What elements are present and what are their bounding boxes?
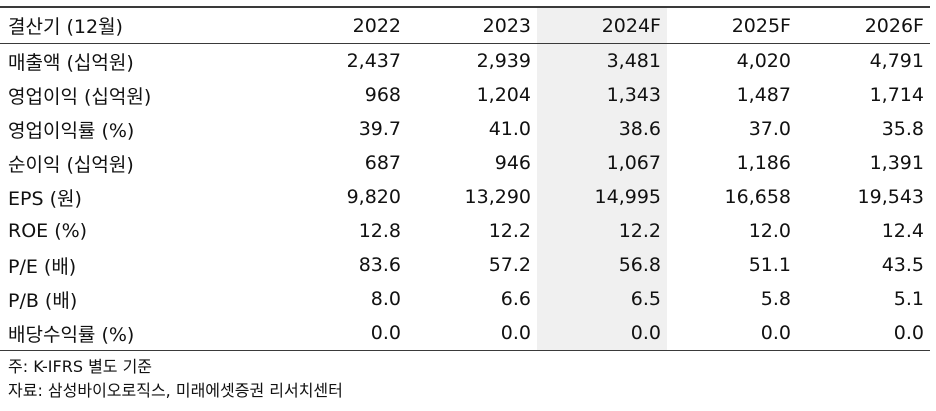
table-row-pe: P/E (배) 83.6 57.2 56.8 51.1 43.5 — [0, 248, 930, 282]
table-row-net-income: 순이익 (십억원) 687 946 1,067 1,186 1,391 — [0, 146, 930, 180]
table-row-operating-profit: 영업이익 (십억원) 968 1,204 1,343 1,487 1,714 — [0, 78, 930, 112]
table-cell: 16,658 — [724, 186, 791, 208]
table-cell: 1,343 — [537, 78, 667, 112]
table-header-row: 결산기 (12월) 2022 2023 2024F 2025F 2026F — [0, 7, 930, 44]
table-cell: 6.6 — [500, 288, 531, 310]
table-cell: 4,791 — [869, 50, 924, 72]
table-cell: 56.8 — [537, 248, 667, 282]
row-label: P/B (배) — [8, 289, 78, 312]
table-cell: 37.0 — [748, 118, 791, 140]
row-label: 배당수익률 (%) — [0, 316, 284, 351]
table-cell: 12.8 — [358, 220, 401, 242]
table-row-roe: ROE (%) 12.8 12.2 12.2 12.0 12.4 — [0, 214, 930, 248]
table-cell: 35.8 — [881, 118, 924, 140]
table-cell: 5.8 — [760, 288, 791, 310]
table-cell: 13,290 — [464, 186, 531, 208]
table-cell: 9,820 — [346, 186, 401, 208]
table-row-pb: P/B (배) 8.0 6.6 6.5 5.8 5.1 — [0, 282, 930, 316]
table-cell: 5.1 — [893, 288, 924, 310]
header-2023: 2023 — [482, 14, 531, 37]
header-2025f: 2025F — [731, 14, 791, 37]
source-note: 자료: 삼성바이오로직스, 미래에셋증권 리서치센터 — [8, 381, 343, 400]
table-cell: 0.0 — [407, 316, 537, 351]
table-row-revenue: 매출액 (십억원) 2,437 2,939 3,481 4,020 4,791 — [0, 43, 930, 78]
table-cell: 57.2 — [488, 254, 531, 276]
table-cell: 12.4 — [881, 220, 924, 242]
table-cell: 1,391 — [869, 152, 924, 174]
table-cell: 0.0 — [537, 316, 667, 351]
table-cell: 12.2 — [537, 214, 667, 248]
table-cell: 1,487 — [736, 84, 791, 106]
table-cell: 1,204 — [476, 84, 531, 106]
row-label: 영업이익률 (%) — [8, 119, 135, 142]
table-cell: 687 — [364, 152, 401, 174]
table-cell: 946 — [494, 152, 531, 174]
table-cell: 0.0 — [667, 316, 797, 351]
footnotes: 주: K-IFRS 별도 기준 자료: 삼성바이오로직스, 미래에셋증권 리서치… — [8, 355, 343, 403]
table-cell: 12.0 — [748, 220, 791, 242]
basis-note: 주: K-IFRS 별도 기준 — [8, 357, 153, 376]
table-cell: 6.5 — [537, 282, 667, 316]
table-cell: 19,543 — [857, 186, 924, 208]
table-cell: 0.0 — [284, 316, 407, 351]
row-label: 영업이익 (십억원) — [8, 85, 152, 108]
table-cell: 1,067 — [537, 146, 667, 180]
table-cell: 14,995 — [537, 180, 667, 214]
header-2024f: 2024F — [537, 7, 667, 44]
table-row-eps: EPS (원) 9,820 13,290 14,995 16,658 19,54… — [0, 180, 930, 214]
table-cell: 1,714 — [869, 84, 924, 106]
table-cell: 39.7 — [358, 118, 401, 140]
row-label: P/E (배) — [8, 255, 77, 278]
table-cell: 38.6 — [537, 112, 667, 146]
row-label: EPS (원) — [8, 187, 82, 210]
table-cell: 43.5 — [881, 254, 924, 276]
header-2026f: 2026F — [864, 14, 924, 37]
financial-summary-table: 결산기 (12월) 2022 2023 2024F 2025F 2026F 매출… — [0, 6, 930, 351]
table-cell: 1,186 — [736, 152, 791, 174]
table-cell: 8.0 — [370, 288, 401, 310]
table-cell: 2,437 — [346, 50, 401, 72]
table-cell: 0.0 — [797, 316, 930, 351]
table-row-operating-margin: 영업이익률 (%) 39.7 41.0 38.6 37.0 35.8 — [0, 112, 930, 146]
row-label: ROE (%) — [8, 220, 88, 242]
table-cell: 2,939 — [476, 50, 531, 72]
table-cell: 12.2 — [488, 220, 531, 242]
table-cell: 83.6 — [358, 254, 401, 276]
row-label: 순이익 (십억원) — [8, 153, 134, 176]
table-cell: 3,481 — [537, 43, 667, 78]
row-label: 매출액 (십억원) — [8, 51, 134, 74]
table-cell: 4,020 — [736, 50, 791, 72]
header-2022: 2022 — [352, 14, 401, 37]
table-cell: 41.0 — [488, 118, 531, 140]
table-row-dividend-yield: 배당수익률 (%) 0.0 0.0 0.0 0.0 0.0 — [0, 316, 930, 351]
header-fiscal-year: 결산기 (12월) — [8, 16, 123, 38]
table-cell: 968 — [364, 84, 401, 106]
table-cell: 51.1 — [748, 254, 791, 276]
